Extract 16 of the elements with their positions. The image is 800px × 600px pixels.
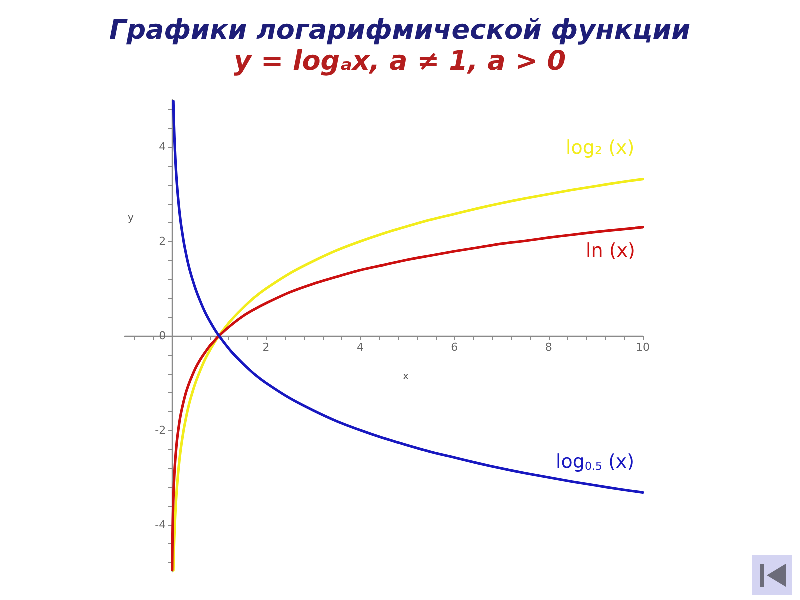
series-label: ln (x) — [586, 240, 636, 262]
y-tick-label: 4 — [159, 140, 166, 154]
x-tick-label: 6 — [451, 341, 458, 354]
x-tick-label: 4 — [356, 341, 364, 354]
x-tick-label: 2 — [262, 341, 270, 354]
x-tick-label: 8 — [545, 341, 552, 354]
chart-title: Графики логарифмической функции — [109, 15, 691, 46]
y-tick-label: -4 — [155, 518, 166, 532]
x-axis-title: x — [403, 372, 410, 382]
y-tick-label: 2 — [159, 235, 166, 248]
series-label: log₂ (x) — [566, 137, 635, 160]
y-axis-title: y — [128, 213, 134, 224]
chart-subtitle: y = logₐx, a ≠ 1, a > 0 — [234, 46, 566, 77]
x-tick-label: 10 — [636, 341, 650, 354]
y-tick-label: -2 — [155, 424, 166, 437]
series-label: log$_{0.5}$ (x) — [556, 450, 635, 473]
